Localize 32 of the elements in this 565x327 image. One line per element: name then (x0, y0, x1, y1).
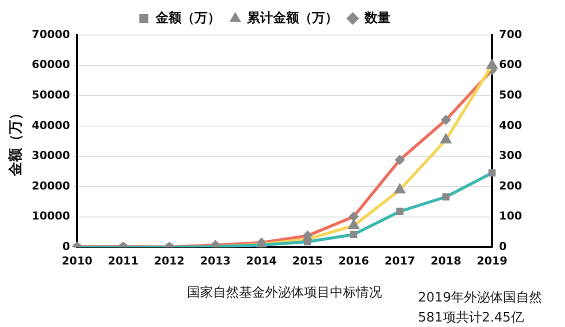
y-tick-label: 0 (62, 240, 70, 254)
y2-tick-label: 0 (499, 240, 508, 254)
x-tick-label: 2011 (108, 254, 138, 268)
y-axis-title: 金额（万） (7, 106, 24, 178)
y2-tick-label: 500 (499, 88, 522, 102)
y2-tick-label: 400 (499, 118, 522, 132)
y-tick-label: 20000 (32, 179, 70, 192)
y-tick-label: 40000 (32, 118, 70, 132)
x-tick-label: 2010 (62, 254, 93, 268)
y2-tick-label: 600 (499, 58, 522, 72)
x-tick-label: 2019 (476, 254, 508, 268)
text: 2019年外泌体国自然 581项共计2.45亿 (418, 290, 542, 326)
x-tick-label: 2015 (292, 254, 323, 268)
y2-tick-label: 300 (499, 149, 522, 162)
x-tick-label: 2018 (430, 254, 462, 268)
x-tick-label: 2016 (338, 254, 370, 268)
y2-tick-label: 100 (499, 210, 522, 223)
x-tick-label: 2012 (154, 254, 185, 268)
x-tick-label: 2017 (384, 254, 416, 268)
legend-label: 数量 (363, 10, 390, 26)
y-tick-label: 10000 (32, 210, 70, 223)
x-tick-label: 2013 (200, 254, 231, 268)
y-tick-label: 50000 (32, 88, 70, 102)
y-tick-label: 60000 (32, 58, 70, 72)
y2-tick-label: 700 (499, 28, 522, 41)
legend-label: 累计金额（万） (246, 10, 338, 26)
y-tick-label: 30000 (32, 149, 70, 162)
legend-label: 金额（万） (154, 10, 220, 26)
y2-tick-label: 200 (499, 179, 522, 192)
x-axis-title: 国家自然基金外泌体项目中标情况 (187, 284, 382, 301)
x-tick-label: 2014 (246, 254, 278, 268)
y-tick-label: 70000 (32, 28, 70, 41)
